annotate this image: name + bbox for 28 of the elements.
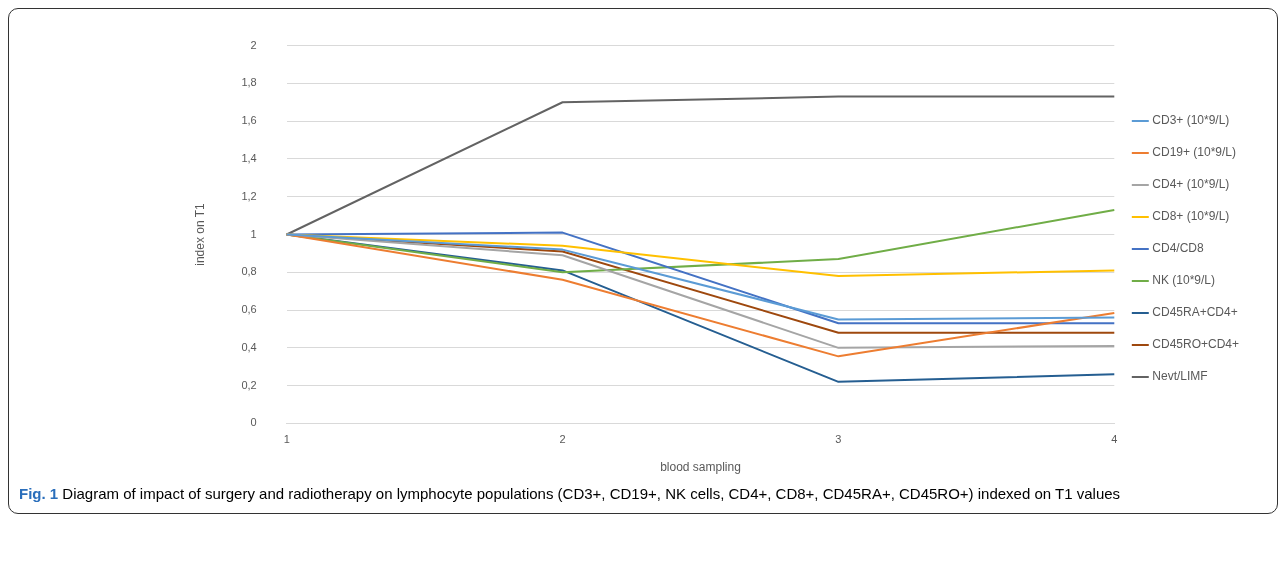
x-tick-label: 4 — [1111, 433, 1118, 446]
y-tick-label: 0,2 — [241, 378, 257, 391]
y-axis-title: index on T1 — [192, 202, 207, 266]
y-tick-label: 1,4 — [241, 151, 257, 164]
legend-label: CD45RO+CD4+ — [1152, 337, 1239, 352]
y-tick-label: 1,8 — [241, 76, 257, 89]
legend-label: CD3+ (10*9/L) — [1152, 113, 1230, 128]
y-tick-label: 2 — [250, 38, 257, 51]
text: Diagram of impact of surgery and radiotherapy on lymphocyte populations (CD3+, CD19+, NK cells, CD4+, CD8+, CD45RA+, CD45RO+) indexed on T1 values — [62, 485, 1121, 502]
legend-label: CD4/CD8 — [1152, 241, 1204, 256]
y-tick-label: 1,2 — [241, 189, 257, 202]
legend-label: CD8+ (10*9/L) — [1152, 209, 1230, 224]
legend-label: NK (10*9/L) — [1152, 273, 1215, 288]
legend-label: CD19+ (10*9/L) — [1152, 145, 1237, 160]
x-tick-label: 1 — [283, 433, 290, 446]
legend-label: Nevt/LIMF — [1152, 369, 1208, 384]
y-tick-label: 0,8 — [241, 265, 257, 278]
y-tick-label: 0 — [250, 416, 257, 429]
y-tick-label: 1 — [250, 227, 257, 240]
y-tick-label: 0,4 — [241, 340, 257, 353]
caption: Fig. 1 — [19, 485, 60, 502]
y-tick-label: 1,6 — [241, 114, 257, 127]
x-tick-label: 3 — [835, 433, 842, 446]
y-tick-label: 0,6 — [241, 303, 257, 316]
legend-label: CD4+ (10*9/L) — [1152, 177, 1230, 192]
x-tick-label: 2 — [559, 433, 566, 446]
legend-label: CD45RA+CD4+ — [1152, 305, 1238, 320]
x-axis-title: blood sampling — [660, 460, 741, 475]
